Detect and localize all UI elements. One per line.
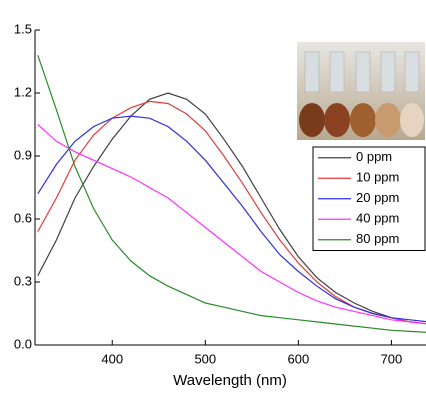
x-tick-label: 500 — [194, 351, 216, 366]
series-line — [37, 115, 426, 323]
x-tick-label: 600 — [288, 351, 310, 366]
series-line — [37, 55, 426, 333]
legend-label: 40 ppm — [356, 211, 399, 226]
x-axis-label: Wavelength (nm) — [173, 372, 287, 389]
x-tick-label: 700 — [381, 351, 403, 366]
series-line — [37, 124, 426, 325]
series-line — [37, 92, 426, 325]
legend-label: 0 ppm — [356, 149, 392, 164]
plot-area — [37, 55, 426, 333]
x-tick-label: 400 — [101, 351, 123, 366]
y-tick-label: 0.6 — [14, 210, 32, 225]
legend-label: 20 ppm — [356, 190, 399, 205]
y-tick-label: 0.0 — [14, 336, 32, 351]
legend-label: 10 ppm — [356, 170, 399, 185]
y-tick-label: 1.2 — [14, 84, 32, 99]
y-tick-label: 0.9 — [14, 147, 32, 162]
inset-photo — [297, 42, 425, 140]
legend-label: 80 ppm — [356, 231, 399, 246]
y-tick-label: 0.3 — [14, 273, 32, 288]
y-tick-label: 1.5 — [14, 21, 32, 36]
